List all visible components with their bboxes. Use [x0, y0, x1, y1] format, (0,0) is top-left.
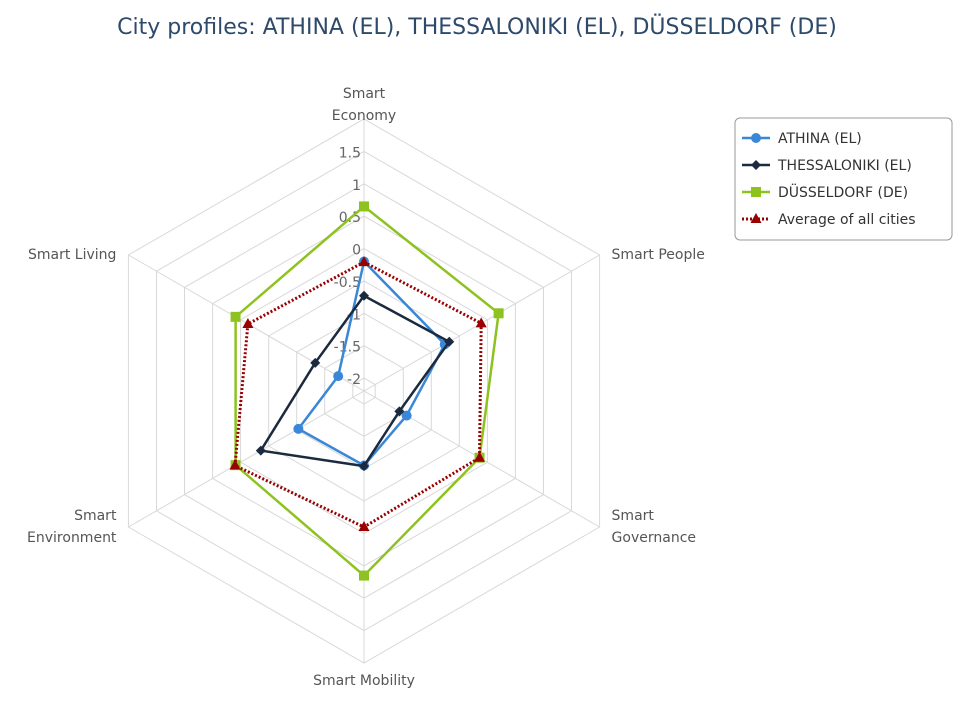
- point-marker: [333, 371, 344, 382]
- legend-box: [734, 117, 953, 241]
- y-tick-label: 1: [352, 178, 361, 194]
- axis-spoke: [128, 390, 365, 528]
- point-marker: [230, 311, 241, 322]
- point-marker: [358, 521, 370, 531]
- point-marker: [444, 336, 455, 347]
- legend-label: THESSALONIKI (EL): [777, 158, 912, 174]
- point-marker: [255, 445, 266, 456]
- chart-title: City profiles: ATHINA (EL), THESSALONIKI…: [117, 14, 837, 40]
- legend-marker: [751, 133, 761, 143]
- point-marker: [401, 410, 412, 421]
- y-tick-label: 0: [352, 243, 361, 259]
- y-tick-label: -0.5: [334, 275, 361, 291]
- point-marker: [358, 256, 370, 267]
- y-tick-label: 1.5: [339, 145, 361, 161]
- point-marker: [359, 290, 369, 301]
- point-marker: [493, 308, 504, 319]
- legend-marker: [750, 213, 762, 223]
- category-label: Smart Environment: [27, 508, 117, 546]
- point-marker: [242, 317, 254, 328]
- category-label: Smart Economy: [331, 86, 397, 124]
- y-tick-label: -2: [347, 372, 361, 388]
- point-marker: [394, 406, 405, 417]
- point-marker: [293, 423, 304, 434]
- category-label: Smart Mobility: [313, 673, 415, 689]
- point-marker: [475, 317, 487, 328]
- point-marker: [310, 357, 321, 368]
- legend-label: DÜSSELDORF (DE): [778, 183, 908, 201]
- point-marker: [474, 451, 486, 462]
- category-label: Smart Living: [28, 247, 117, 263]
- point-marker: [359, 570, 369, 581]
- legend-label: Average of all cities: [778, 212, 916, 228]
- legend-marker: [751, 187, 761, 197]
- point-marker: [359, 201, 369, 212]
- category-label: Smart Governance: [611, 508, 697, 546]
- category-label: Smart People: [611, 247, 705, 263]
- y-tick-label: -1.5: [334, 340, 361, 356]
- point-marker: [359, 461, 369, 472]
- legend-marker: [751, 160, 761, 170]
- legend-label: ATHINA (EL): [778, 131, 862, 147]
- point-marker: [229, 459, 241, 470]
